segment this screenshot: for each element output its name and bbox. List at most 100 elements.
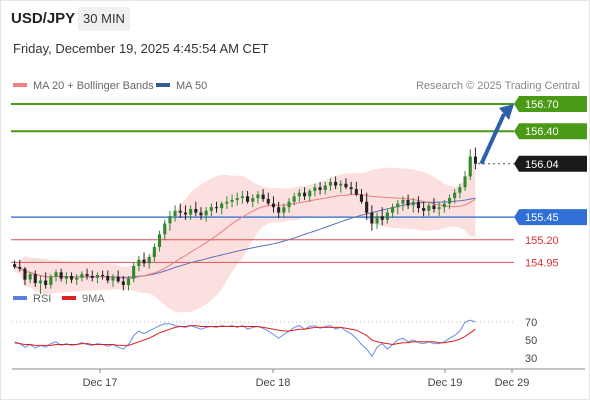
candle-body	[334, 181, 338, 186]
legend-9ma: 9MA	[62, 293, 105, 305]
price-tag-155-45: 155.45	[514, 209, 587, 226]
candle-body	[432, 205, 436, 209]
candle-body	[416, 201, 420, 209]
rsi-tick-label: 50	[525, 335, 537, 347]
candle-body	[75, 277, 79, 280]
price-tag-bg	[514, 209, 587, 226]
price-tag-bg	[514, 123, 587, 140]
candle-body	[209, 207, 213, 211]
ma50-swatch	[156, 83, 170, 88]
candle-body	[215, 207, 219, 209]
candle-body	[396, 203, 400, 208]
candle-body	[111, 276, 115, 281]
candle-body	[256, 194, 260, 199]
candle-body	[292, 196, 296, 202]
price-tag-label: 156.70	[525, 99, 559, 111]
candle-body	[266, 199, 270, 204]
candle-body	[391, 207, 395, 213]
legend-bollinger: MA 20 + Bollinger Bands	[13, 80, 154, 92]
price-tag-156-40: 156.40	[514, 123, 587, 140]
ma9-swatch	[62, 296, 76, 301]
candle-body	[199, 212, 203, 216]
candle-body	[220, 203, 224, 209]
rsi-tick-label: 70	[525, 317, 537, 329]
price-tag-156-70: 156.70	[514, 96, 587, 113]
candle-body	[463, 176, 467, 188]
candle-body	[101, 275, 105, 276]
candle-body	[365, 201, 369, 213]
legend-9ma-label: 9MA	[82, 293, 105, 305]
candle-body	[54, 272, 58, 277]
candle-body	[453, 192, 457, 199]
candle-body	[59, 272, 63, 279]
candle-body	[80, 274, 84, 278]
candle-body	[23, 268, 27, 280]
candle-body	[194, 209, 198, 213]
candle-body	[427, 205, 431, 211]
legend-rsi-label: RSI	[33, 293, 52, 305]
candle-body	[183, 212, 187, 215]
candle-body	[437, 207, 441, 209]
price-tag-bg	[514, 96, 587, 113]
legend-ma50-label: MA 50	[176, 80, 208, 92]
candle-body	[240, 196, 244, 199]
candle-body	[225, 201, 229, 204]
rsi-series-9ma	[14, 325, 476, 346]
candle-body	[277, 207, 281, 213]
candle-body	[271, 203, 275, 208]
candle-body	[287, 201, 291, 208]
candle-body	[147, 257, 151, 264]
candle-body	[163, 223, 167, 235]
candle-body	[282, 207, 286, 213]
projection-arrow-line	[479, 113, 506, 165]
candle-body	[359, 194, 363, 202]
price-tag-bg	[514, 155, 587, 172]
candle-body	[106, 276, 110, 281]
price-tag-label: 156.40	[525, 126, 559, 138]
candle-body	[33, 274, 37, 284]
candle-body	[303, 192, 307, 197]
candle-body	[349, 187, 353, 190]
timeframe-badge[interactable]: 30 MIN	[78, 7, 130, 31]
candle-body	[401, 200, 405, 204]
rsi-series-rsi	[14, 319, 476, 358]
price-tag-label: 155.45	[525, 212, 559, 224]
candle-body	[375, 216, 379, 224]
price-tag-label: 156.04	[525, 159, 559, 171]
rsi-tick-label: 30	[525, 353, 537, 365]
candle-body	[173, 210, 177, 217]
candle-body	[70, 276, 74, 280]
candle-body	[370, 212, 374, 224]
candle-body	[339, 183, 343, 186]
price-tag-154-95: 154.95	[525, 257, 559, 269]
candle-body	[318, 187, 322, 190]
candle-body	[90, 276, 94, 278]
time-axis-label: Dec 19	[428, 377, 463, 389]
candle-body	[385, 212, 389, 220]
legend-bollinger-label: MA 20 + Bollinger Bands	[33, 80, 154, 92]
candle-body	[354, 189, 358, 195]
candle-body	[251, 198, 255, 202]
time-axis-label: Dec 18	[256, 377, 291, 389]
price-tag-label: 155.20	[525, 235, 559, 247]
candle-body	[468, 156, 472, 177]
candle-body	[442, 203, 446, 208]
candle-body	[95, 275, 99, 278]
legend-rsi: RSI	[13, 293, 51, 305]
candle-body	[18, 266, 22, 269]
candle-body	[38, 280, 42, 284]
candle-body	[411, 201, 415, 206]
candle-body	[64, 276, 68, 279]
candle-body	[230, 200, 234, 202]
time-axis-label: Dec 29	[495, 377, 530, 389]
candle-body	[152, 247, 156, 257]
candle-body	[204, 210, 208, 216]
candle-body	[458, 187, 462, 193]
price-tag-156-04: 156.04	[514, 155, 587, 172]
candle-body	[137, 259, 141, 266]
candle-body	[422, 208, 426, 211]
candle-body	[49, 276, 53, 285]
chart-header: USD/JPY 30 MIN	[0, 0, 590, 36]
projection-arrow-head	[499, 104, 514, 121]
